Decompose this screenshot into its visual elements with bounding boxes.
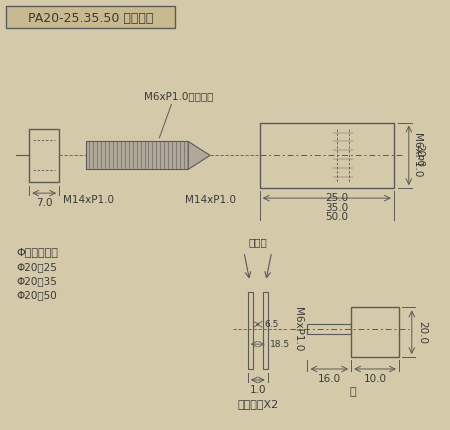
Text: M6xP1.0ネジ十皿: M6xP1.0ネジ十皿	[144, 91, 213, 101]
Text: 50.0: 50.0	[325, 212, 348, 222]
Bar	[248, 292, 253, 369]
Bar	[29, 129, 59, 182]
Bar	[263, 292, 268, 369]
Text: Φ20－35: Φ20－35	[16, 276, 57, 286]
Text: M6xP1.0: M6xP1.0	[412, 133, 422, 178]
Text: M14xP1.0: M14xP1.0	[63, 195, 114, 205]
Text: 20.0: 20.0	[414, 144, 424, 167]
Bar	[307, 324, 351, 334]
Text: パッキンX2: パッキンX2	[237, 399, 279, 409]
Text: M14xP1.0: M14xP1.0	[184, 195, 236, 205]
Text: 25.0: 25.0	[325, 193, 348, 203]
Bar	[6, 6, 176, 28]
Bar	[86, 141, 188, 169]
Polygon shape	[188, 141, 210, 169]
Text: 1.0: 1.0	[250, 385, 266, 395]
Text: 18.5: 18.5	[270, 340, 290, 349]
Text: Φ－胴の長さ: Φ－胴の長さ	[16, 247, 58, 257]
Text: 10.0: 10.0	[364, 374, 387, 384]
Text: 7.0: 7.0	[36, 198, 53, 208]
Text: 20.0: 20.0	[417, 321, 427, 344]
Text: 6.5: 6.5	[265, 320, 279, 329]
Text: PA20-25.35.50 シリーズ: PA20-25.35.50 シリーズ	[28, 12, 153, 25]
Text: M6xP1.0: M6xP1.0	[292, 307, 302, 351]
Text: パネル: パネル	[248, 237, 267, 247]
Text: Φ20－50: Φ20－50	[16, 291, 57, 301]
Text: 頭: 頭	[350, 387, 356, 397]
Text: Φ20－25: Φ20－25	[16, 263, 57, 273]
Text: 35.0: 35.0	[325, 203, 348, 213]
Bar	[351, 307, 399, 357]
Text: 16.0: 16.0	[318, 374, 341, 384]
Bar	[260, 123, 394, 188]
